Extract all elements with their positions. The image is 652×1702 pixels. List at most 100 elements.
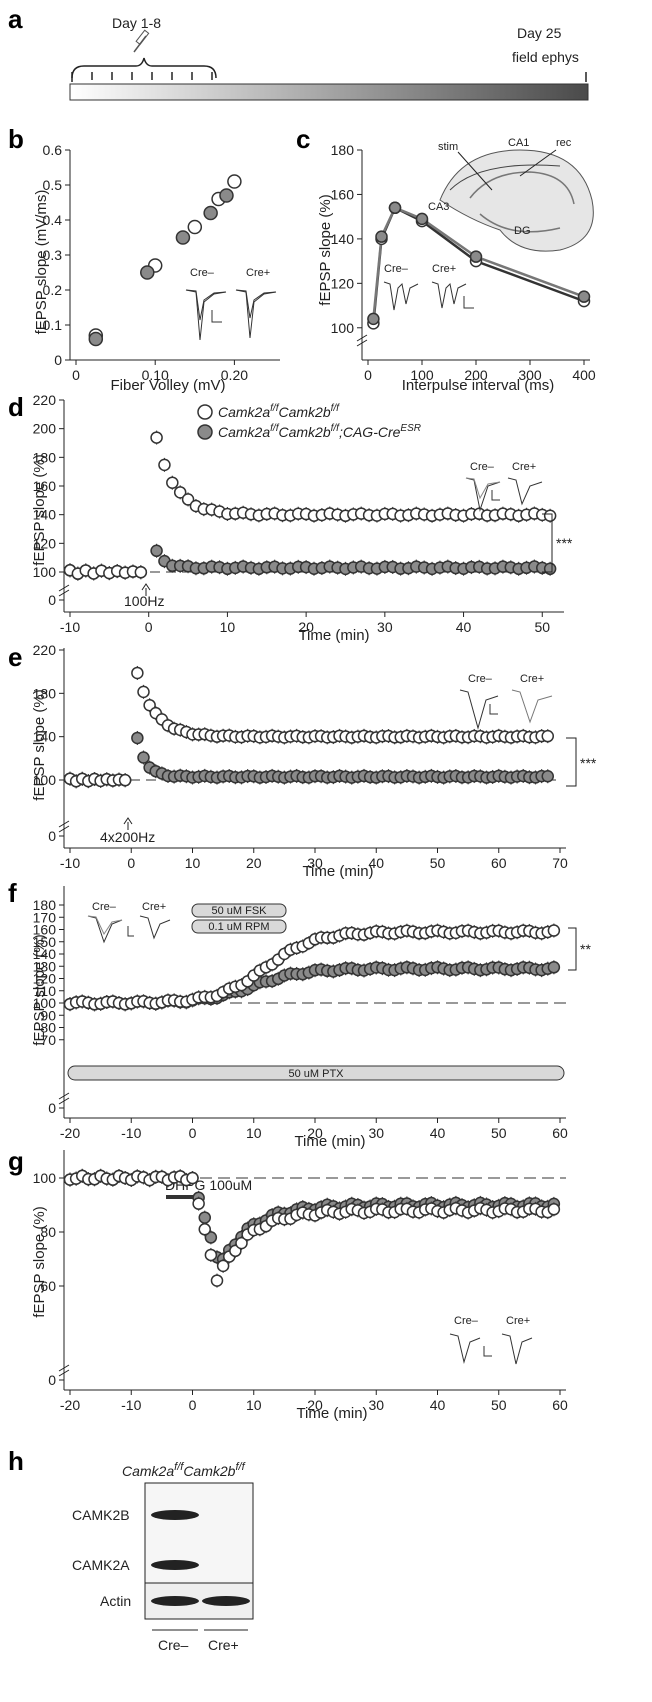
c-ytick-label: 180 <box>331 142 355 158</box>
f-ytick-label: 70 <box>40 1032 56 1048</box>
panel-letter-d: d <box>8 392 24 422</box>
panel-letter-a: a <box>8 4 23 34</box>
d-ytick-label: 0 <box>48 592 56 608</box>
g-point-cre-plus <box>198 1211 211 1224</box>
d-stim-label: 100Hz <box>124 593 164 609</box>
panel-letter-h: h <box>8 1446 24 1476</box>
b-ytick-label: 0.6 <box>43 142 63 158</box>
b-point-cre-minus <box>227 174 242 189</box>
day-start-label: Day 1-8 <box>112 15 161 31</box>
d-significance: *** <box>556 535 573 551</box>
e-point-cre-minus <box>118 773 132 787</box>
panel-b: b fEPSP slope (mV/ms) Fiber Volley (mV) … <box>8 124 280 394</box>
c-trace-label-cre-plus: Cre+ <box>432 263 456 275</box>
f-xtick-label: 20 <box>307 1125 323 1141</box>
e-trace-label-cre-minus: Cre– <box>468 673 493 685</box>
timeline-bar <box>69 83 589 101</box>
panel-letter-g: g <box>8 1146 24 1176</box>
g-trace-label-cre-plus: Cre+ <box>506 1315 530 1327</box>
b-point-cre-plus <box>203 205 218 221</box>
g-ytick-label: 100 <box>33 1170 57 1186</box>
c-point <box>375 230 388 243</box>
panel-letter-e: e <box>8 642 22 672</box>
d-xlabel: Time (min) <box>298 627 369 644</box>
f-ytick-label: 80 <box>40 1020 56 1036</box>
e-point-cre-plus <box>137 751 150 764</box>
f-significance: ** <box>580 941 591 957</box>
g-xtick-label: 50 <box>491 1397 507 1413</box>
schematic-ca1: CA1 <box>508 137 529 149</box>
c-xlabel: Interpulse interval (ms) <box>402 377 555 394</box>
f-ytick-label: 180 <box>33 897 57 913</box>
e-xtick-label: -10 <box>60 855 80 871</box>
day-end-label: Day 25 <box>517 25 562 41</box>
g-point-cre-minus <box>192 1197 205 1210</box>
e-xtick-label: 60 <box>491 855 507 871</box>
d-point-cre-minus <box>150 431 163 444</box>
c-traces: Cre– Cre+ <box>383 263 474 311</box>
b-xtick-label: 0.10 <box>142 367 169 383</box>
panel-f: f fEPSP slope (%) Time (min) 07080901001… <box>8 878 591 1150</box>
e-ytick-label: 220 <box>33 642 57 658</box>
h-genotype: Camk2af/fCamk2bf/f <box>122 1461 246 1479</box>
g-point-cre-minus <box>204 1248 218 1262</box>
d-point-cre-minus <box>134 565 148 579</box>
f-ytick-label: 140 <box>33 946 57 962</box>
panel-e: e fEPSP slope (%) Time (min) 01001401802… <box>8 642 597 880</box>
e-xtick-label: 10 <box>185 855 201 871</box>
b-point-cre-plus <box>140 265 155 280</box>
c-ytick-label: 140 <box>331 231 355 247</box>
syringe-icon <box>133 29 150 53</box>
f-ytick-label: 130 <box>33 958 57 974</box>
e-xtick-label: 40 <box>368 855 384 871</box>
schematic-dg: DG <box>514 225 531 237</box>
b-point-cre-plus <box>219 188 234 203</box>
c-point <box>415 212 429 226</box>
b-trace-label-cre-plus: Cre+ <box>246 267 270 279</box>
g-traces: Cre– Cre+ <box>449 1315 533 1365</box>
g-xticks: -20 -10 0 10 20 30 40 50 60 <box>60 1390 568 1413</box>
f-ytick-label: 120 <box>33 971 57 987</box>
f-ylabel: fEPSP slope (%) <box>31 934 48 1045</box>
d-ytick-label: 200 <box>33 421 57 437</box>
schematic-stim: stim <box>438 141 458 153</box>
e-point-cre-minus <box>541 729 554 743</box>
d-traces: Cre– Cre+ <box>465 461 543 512</box>
e-xtick-label: 20 <box>246 855 262 871</box>
panel-letter-c: c <box>296 124 310 154</box>
c-xtick-label: 300 <box>518 367 542 383</box>
g-xtick-label: 20 <box>307 1397 323 1413</box>
e-yticks: 0 100 140 180 220 <box>33 642 70 844</box>
schematic-ca3: CA3 <box>428 201 449 213</box>
b-points <box>88 174 242 347</box>
c-series <box>367 201 591 330</box>
g-ytick-label: 0 <box>48 1372 56 1388</box>
e-traces: Cre– Cre+ <box>459 673 553 730</box>
e-stim-label: 4x200Hz <box>100 829 155 845</box>
e-xtick-label: 0 <box>127 855 135 871</box>
g-xtick-label: -20 <box>60 1397 80 1413</box>
b-yticks: 0 0.1 0.2 0.3 0.4 0.5 0.6 <box>43 142 70 368</box>
band-camk2b: CAMK2B <box>72 1507 130 1523</box>
band-actin: Actin <box>100 1593 131 1609</box>
f-point-cre-minus <box>547 924 561 937</box>
f-xtick-label: -10 <box>121 1125 141 1141</box>
c-trace-label-cre-minus: Cre– <box>384 263 409 275</box>
e-xtick-label: 50 <box>430 855 446 871</box>
f-trace-label-cre-plus: Cre+ <box>142 901 166 913</box>
g-xtick-label: 10 <box>246 1397 262 1413</box>
g-ylabel: fEPSP slope (%) <box>31 1206 48 1317</box>
hippocampus-schematic: stim CA1 rec CA3 DG <box>428 137 594 252</box>
g-point-cre-minus <box>198 1223 211 1236</box>
g-xtick-label: 40 <box>430 1397 446 1413</box>
f-ytick-label: 170 <box>33 909 57 925</box>
panel-c: c fEPSP slope (%) Interpulse interval (m… <box>296 124 596 394</box>
b-point-cre-plus <box>175 230 191 245</box>
d-trace-label-cre-minus: Cre– <box>470 461 495 473</box>
d-legend: Camk2af/fCamk2bf/f Camk2af/fCamk2bf/f;CA… <box>197 403 421 440</box>
f-xtick-label: 50 <box>491 1125 507 1141</box>
g-xlabel: Time (min) <box>296 1405 367 1422</box>
g-point-cre-minus <box>547 1203 561 1216</box>
